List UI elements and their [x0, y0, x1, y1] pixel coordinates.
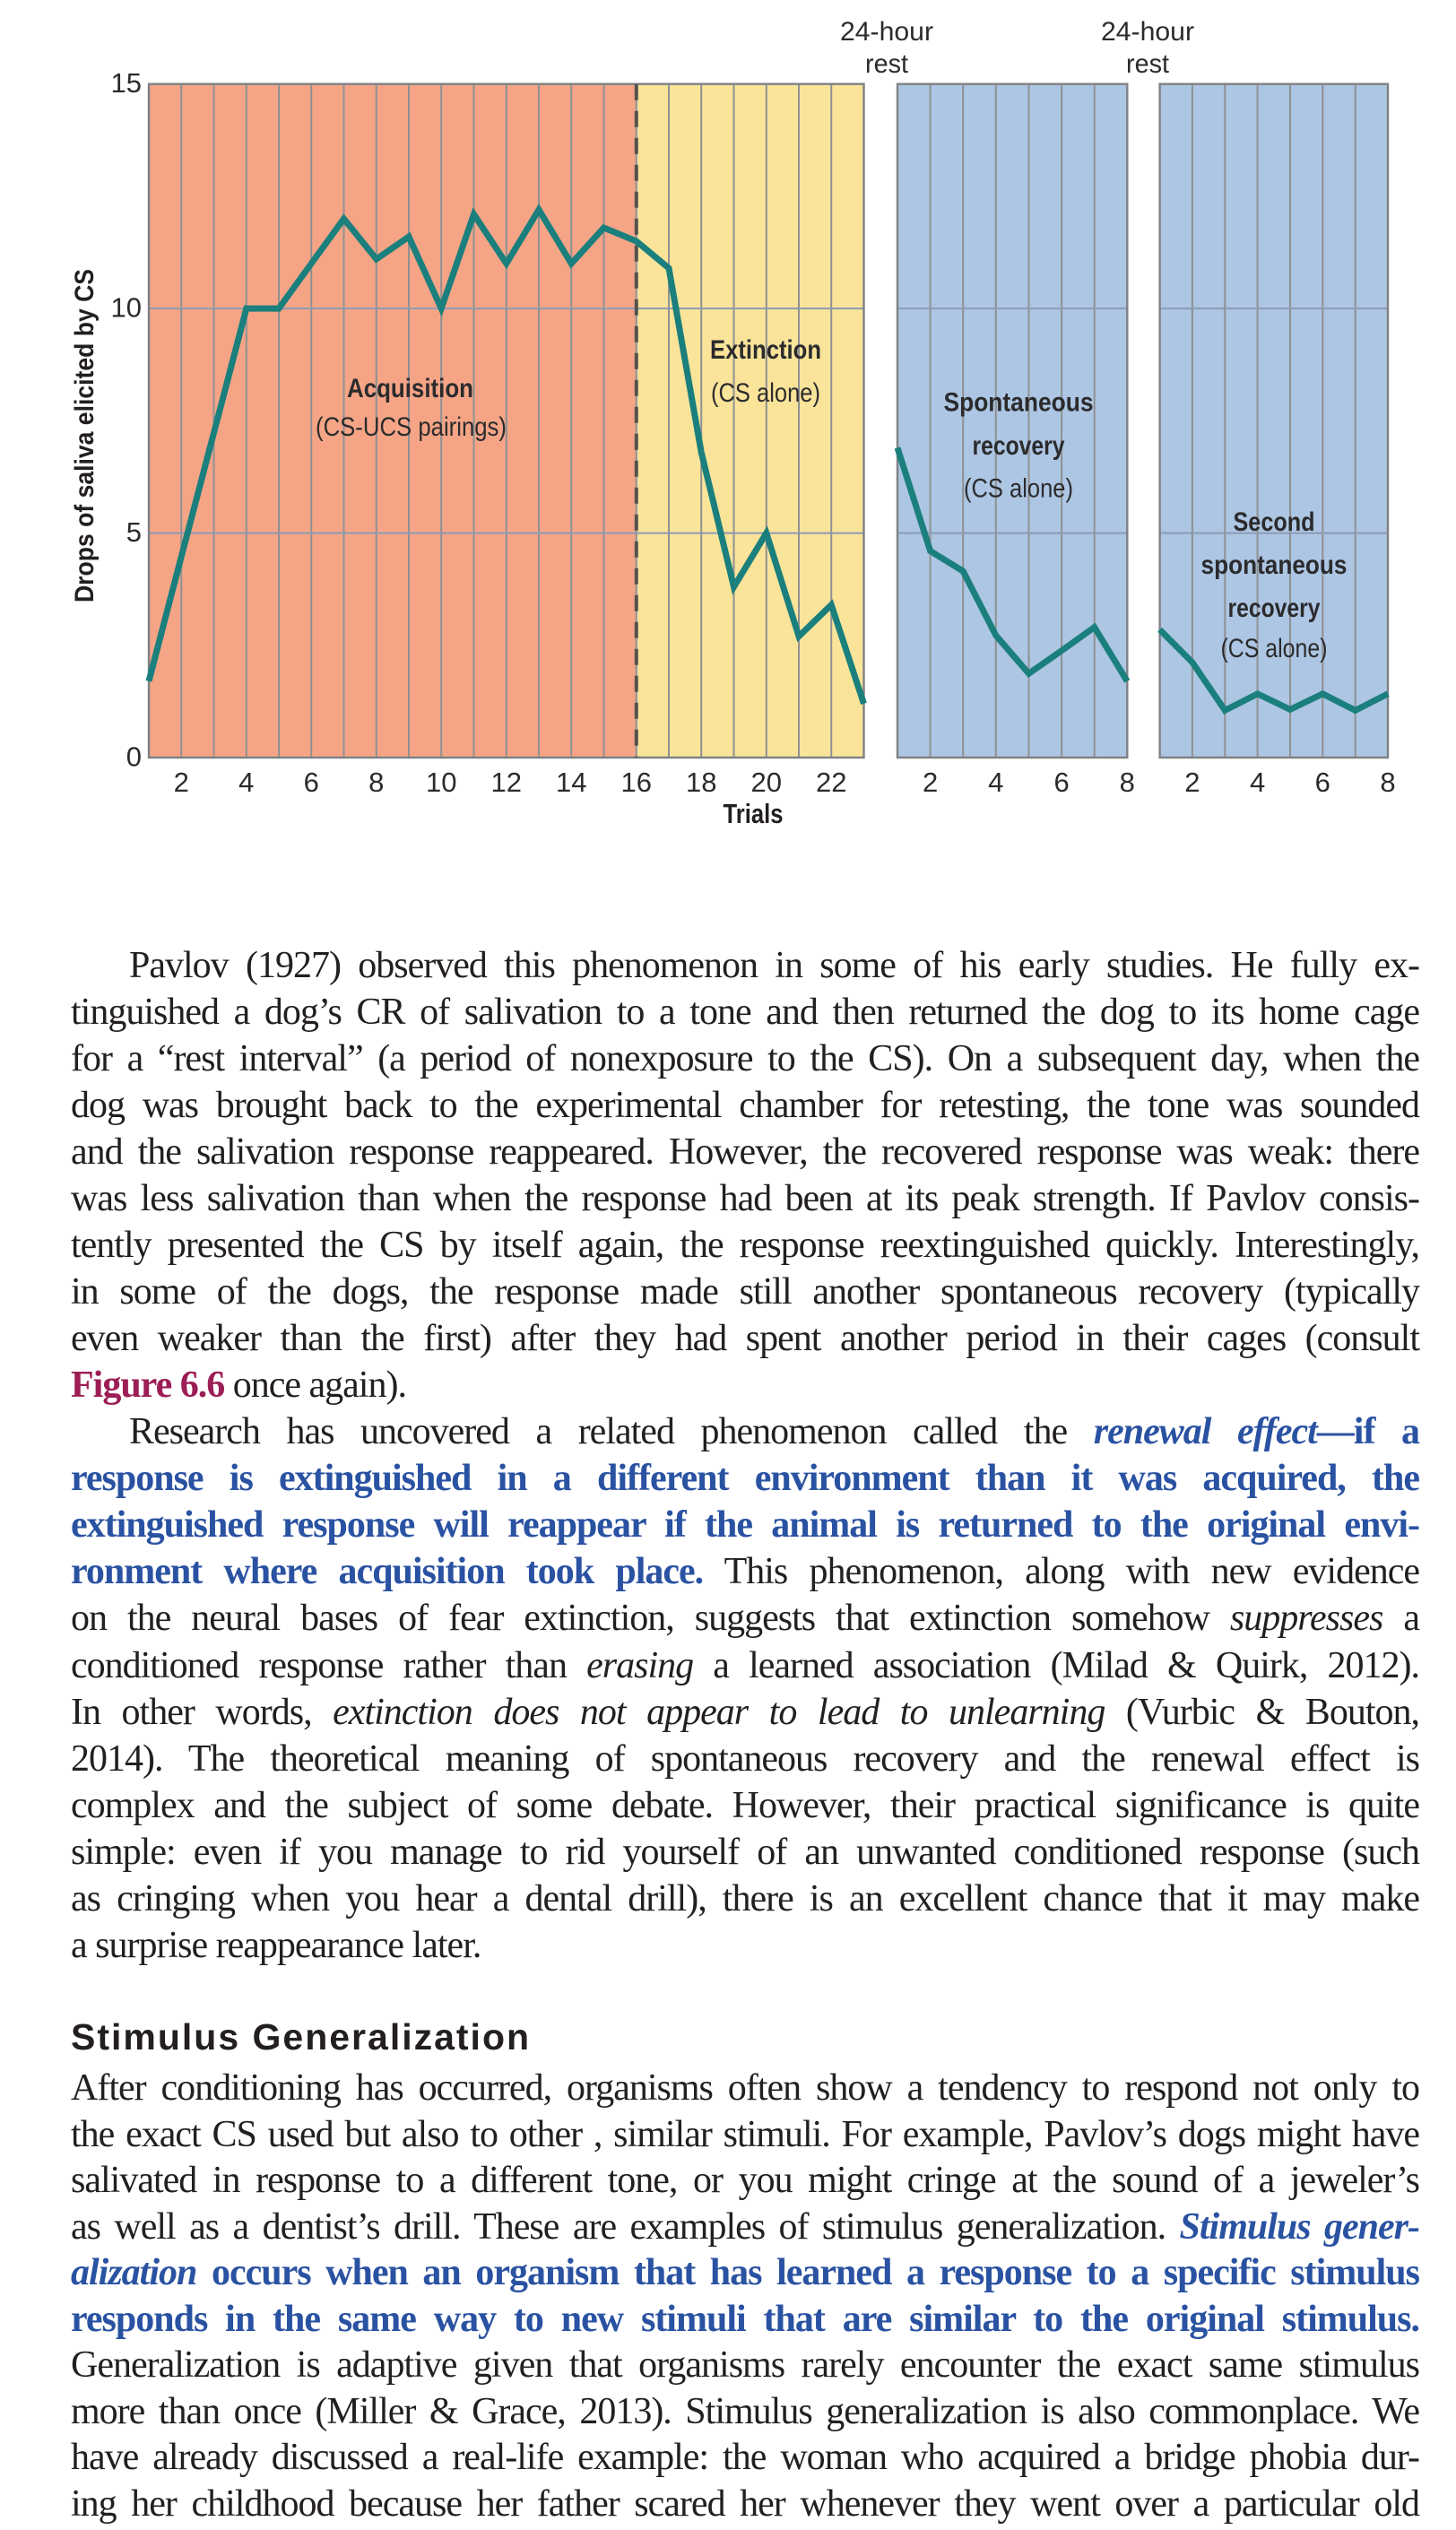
- svg-text:recovery: recovery: [973, 431, 1065, 461]
- svg-text:2: 2: [1184, 767, 1200, 798]
- svg-text:16: 16: [621, 767, 652, 798]
- svg-text:Extinction: Extinction: [710, 335, 821, 365]
- svg-text:4: 4: [238, 767, 254, 798]
- svg-text:24-hour: 24-hour: [840, 17, 933, 47]
- svg-text:4: 4: [988, 767, 1003, 798]
- svg-text:24-hour: 24-hour: [1101, 17, 1194, 47]
- svg-text:14: 14: [556, 767, 586, 798]
- svg-text:4: 4: [1250, 767, 1265, 798]
- svg-text:Second: Second: [1234, 507, 1315, 537]
- svg-text:Acquisition: Acquisition: [347, 374, 473, 403]
- svg-text:(CS alone): (CS alone): [711, 378, 820, 408]
- svg-text:6: 6: [1053, 767, 1069, 798]
- svg-text:(CS alone): (CS alone): [964, 474, 1073, 504]
- svg-text:spontaneous: spontaneous: [1201, 550, 1348, 580]
- svg-text:10: 10: [426, 767, 456, 798]
- svg-text:rest: rest: [1126, 49, 1170, 79]
- svg-text:2: 2: [923, 767, 938, 798]
- svg-text:Spontaneous: Spontaneous: [944, 388, 1094, 418]
- svg-text:rest: rest: [865, 49, 909, 79]
- svg-text:6: 6: [304, 767, 319, 798]
- svg-text:10: 10: [111, 292, 142, 324]
- svg-text:22: 22: [816, 767, 846, 798]
- svg-text:Trials: Trials: [724, 798, 784, 829]
- svg-text:Drops of saliva elicited by CS: Drops of saliva elicited by CS: [70, 269, 100, 602]
- svg-text:0: 0: [126, 741, 142, 773]
- svg-text:2: 2: [174, 767, 189, 798]
- svg-text:6: 6: [1315, 767, 1330, 798]
- svg-text:15: 15: [111, 67, 142, 99]
- svg-text:12: 12: [491, 767, 522, 798]
- svg-text:8: 8: [1120, 767, 1135, 798]
- svg-text:18: 18: [686, 767, 716, 798]
- svg-text:5: 5: [126, 516, 142, 548]
- svg-text:8: 8: [1380, 767, 1395, 798]
- svg-text:(CS-UCS pairings): (CS-UCS pairings): [316, 412, 507, 442]
- svg-text:8: 8: [368, 767, 384, 798]
- svg-text:(CS alone): (CS alone): [1221, 634, 1328, 663]
- svg-text:20: 20: [751, 767, 782, 798]
- svg-text:recovery: recovery: [1228, 594, 1321, 623]
